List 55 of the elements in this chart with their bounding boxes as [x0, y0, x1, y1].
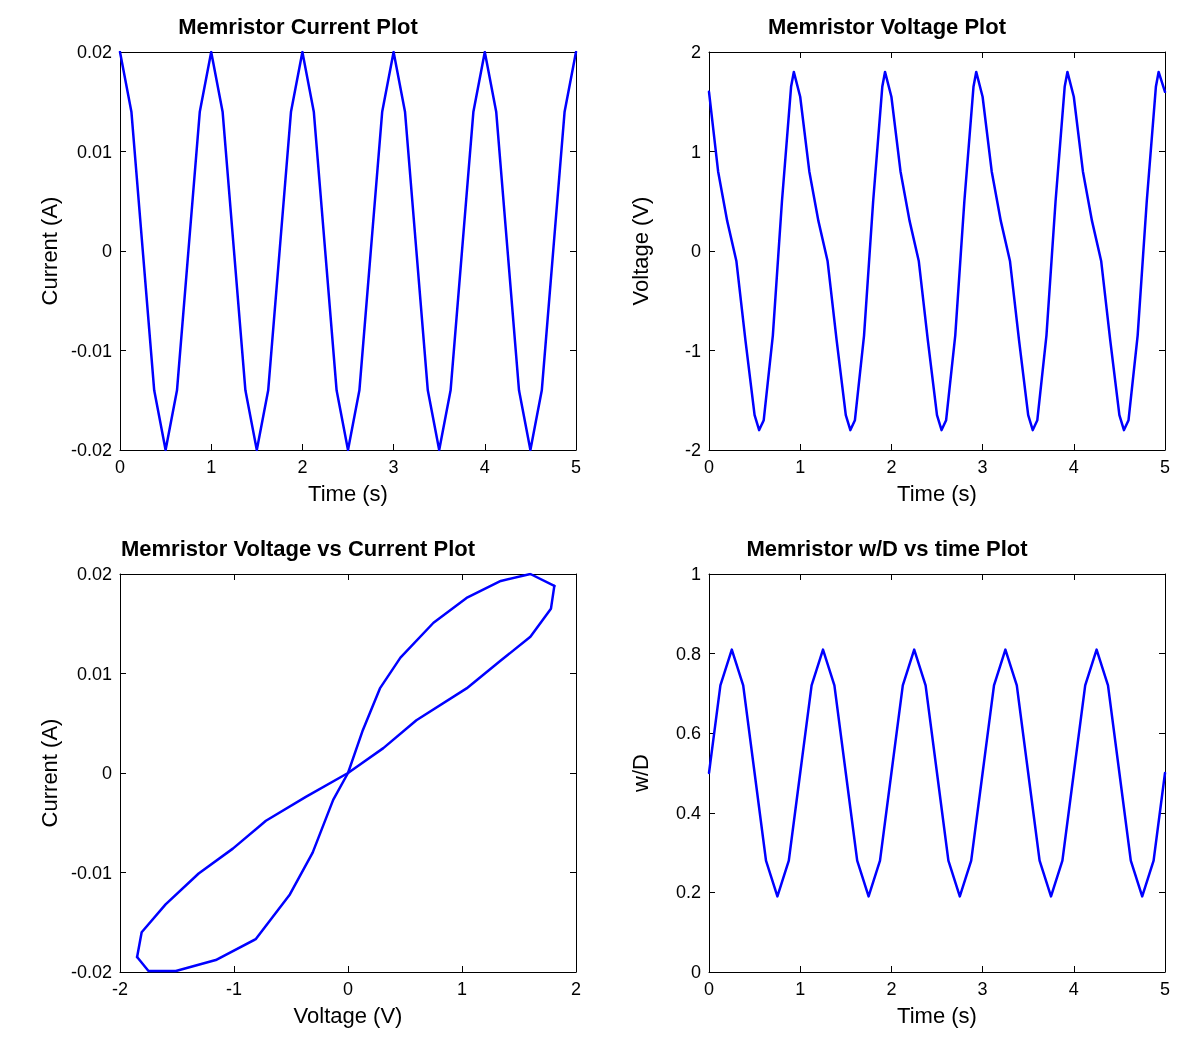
- chart-title: Memristor Current Plot: [178, 13, 419, 39]
- y-tick-label: 0.02: [76, 42, 112, 62]
- y-tick-label: 2: [690, 42, 701, 62]
- y-tick-label: 1: [690, 141, 701, 162]
- x-tick-label: 0: [114, 457, 126, 477]
- y-axis-title: Current (A): [36, 196, 62, 306]
- x-tick-label: 2: [886, 457, 897, 477]
- y-tick-label: 0.01: [76, 663, 112, 684]
- y-tick-label: -0.01: [70, 862, 112, 883]
- x-tick-label: 4: [1068, 457, 1079, 477]
- y-tick-label: 0.4: [675, 802, 701, 823]
- y-tick-label: 0.8: [675, 643, 701, 664]
- x-tick-label: 1: [795, 457, 806, 477]
- y-tick-label: 0: [101, 241, 112, 261]
- y-tick-label: 0.01: [76, 141, 112, 162]
- x-tick-label: 3: [388, 457, 399, 477]
- x-axis-title: Time (s): [897, 480, 977, 506]
- y-axis-title: Voltage (V): [627, 196, 653, 306]
- x-tick-label: 5: [1159, 979, 1171, 999]
- x-axis-title: Time (s): [897, 1002, 977, 1028]
- chart-title: Memristor Voltage Plot: [768, 13, 1007, 39]
- y-tick-label: 0.2: [675, 882, 701, 903]
- x-tick-label: 0: [342, 979, 354, 999]
- x-tick-label: -1: [225, 979, 243, 999]
- x-tick-label: 5: [1159, 457, 1171, 477]
- x-tick-label: 1: [206, 457, 217, 477]
- x-axis-title: Time (s): [308, 480, 388, 506]
- y-tick-label: 1: [690, 564, 701, 584]
- x-tick-label: 3: [977, 457, 988, 477]
- y-tick-label: -2: [684, 440, 701, 460]
- y-axis-title: Current (A): [36, 718, 62, 828]
- x-tick-label: 2: [570, 979, 582, 999]
- chart-title: Memristor Voltage vs Current Plot: [120, 535, 476, 561]
- x-tick-label: 1: [795, 979, 806, 999]
- y-tick-label: 0.02: [76, 564, 112, 584]
- chart-title: Memristor w/D vs time Plot: [746, 535, 1029, 561]
- x-axis-title: Voltage (V): [293, 1002, 403, 1028]
- x-tick-label: 1: [456, 979, 468, 999]
- y-tick-label: 0: [690, 962, 701, 982]
- x-tick-label: 2: [886, 979, 897, 999]
- y-tick-label: -0.02: [70, 440, 112, 460]
- y-axis-title: w/D: [627, 754, 653, 793]
- x-tick-label: 4: [479, 457, 490, 477]
- x-tick-label: 3: [977, 979, 988, 999]
- y-tick-label: -0.01: [70, 340, 112, 361]
- x-tick-label: 2: [297, 457, 308, 477]
- y-tick-label: -0.02: [70, 962, 112, 982]
- y-tick-label: 0: [101, 763, 112, 783]
- x-tick-label: 0: [703, 457, 715, 477]
- x-tick-label: 4: [1068, 979, 1079, 999]
- y-tick-label: 0.6: [675, 723, 701, 744]
- y-tick-label: 0: [690, 241, 701, 261]
- y-tick-label: -1: [684, 340, 701, 361]
- x-tick-label: 0: [703, 979, 715, 999]
- x-tick-label: 5: [570, 457, 582, 477]
